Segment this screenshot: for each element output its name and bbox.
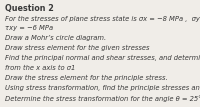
Text: from the x axis to σ1: from the x axis to σ1 — [5, 65, 75, 71]
Text: τxy = −6 MPa: τxy = −6 MPa — [5, 25, 53, 31]
Text: Draw a Mohr’s circle diagram.: Draw a Mohr’s circle diagram. — [5, 35, 106, 41]
Text: For the stresses of plane stress state is σx = −8 MPa ,  σy = 7 MPa and: For the stresses of plane stress state i… — [5, 16, 200, 22]
Text: Question 2: Question 2 — [5, 4, 54, 13]
Text: Using stress transformation, find the principle stresses and the angle of σ1: Using stress transformation, find the pr… — [5, 85, 200, 91]
Text: Find the principal normal and shear stresses, and determine the angle: Find the principal normal and shear stre… — [5, 55, 200, 61]
Text: Draw stress element for the given stresses: Draw stress element for the given stress… — [5, 45, 150, 51]
Text: Draw the stress element for the principle stress.: Draw the stress element for the principl… — [5, 75, 168, 81]
Text: Determine the stress transformation for the angle θ = 25°: Determine the stress transformation for … — [5, 95, 200, 102]
